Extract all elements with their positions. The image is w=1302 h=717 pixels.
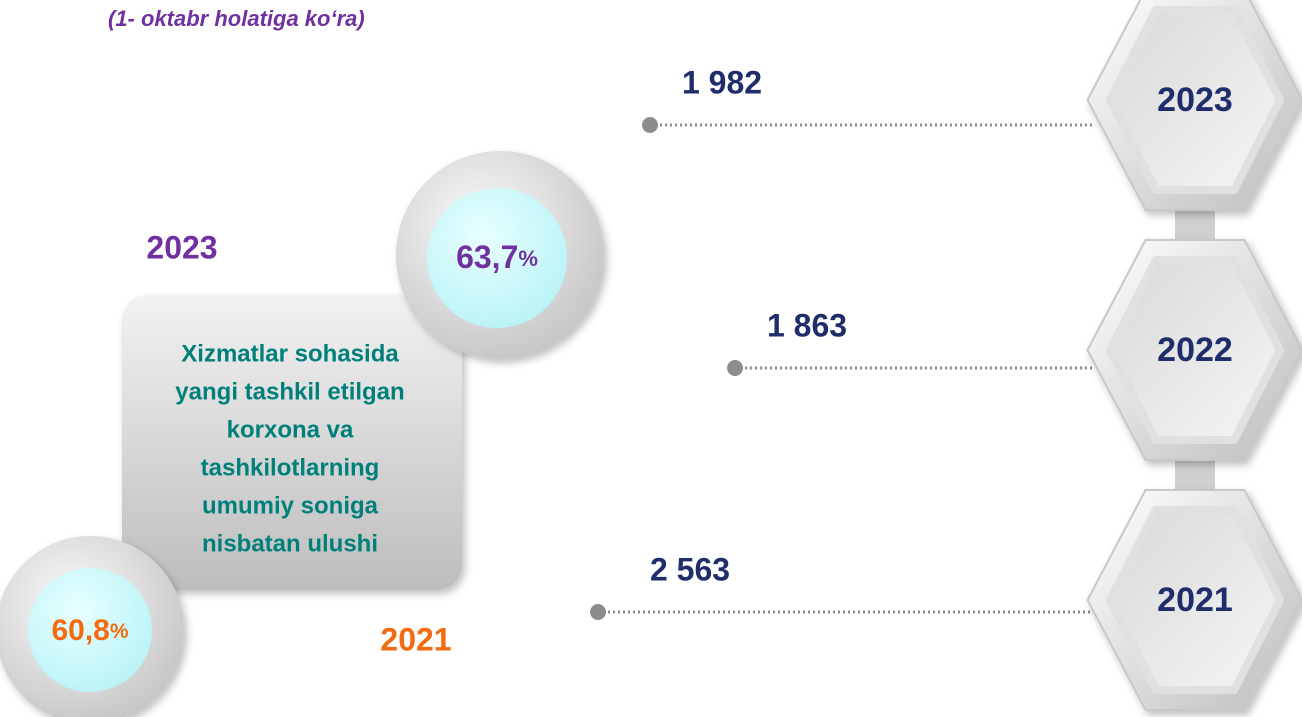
description: Xizmatlar sohasida yangi tashkil etilgan… xyxy=(175,340,404,557)
unit: % xyxy=(110,620,129,643)
unit: % xyxy=(518,246,538,271)
description-line: Xizmatlar sohasida xyxy=(181,340,399,367)
description-line: yangi tashkil etilgan xyxy=(175,378,404,405)
value: 63,7 xyxy=(456,239,518,275)
share-year: 2021 xyxy=(380,621,451,657)
timeline-value: 1 982 xyxy=(682,64,762,100)
description-line: korxona va xyxy=(227,416,354,443)
dot xyxy=(642,117,658,133)
dot xyxy=(590,604,606,620)
share-value: 63,7% xyxy=(456,239,538,275)
timeline-value: 2 563 xyxy=(650,551,730,587)
timeline-year: 2023 xyxy=(1157,81,1233,119)
description-line: tashkilotlarning xyxy=(201,454,380,481)
hexagon-inner xyxy=(1106,6,1284,194)
timeline-year: 2022 xyxy=(1157,331,1233,369)
description-line: umumiy soniga xyxy=(202,492,379,519)
timeline: 1 982 2023 1 863 2022 2 563 2021 xyxy=(590,0,1302,711)
hexagon-inner xyxy=(1106,256,1284,444)
description-line: nisbatan ulushi xyxy=(202,530,378,557)
timeline-value: 1 863 xyxy=(767,307,847,343)
value: 60,8 xyxy=(51,614,109,647)
description-panel xyxy=(122,295,462,590)
hexagon-inner xyxy=(1106,506,1284,694)
subtitle: (1- oktabr holatiga ko‘ra) xyxy=(108,6,365,31)
dot xyxy=(727,360,743,376)
value-circle xyxy=(427,188,567,328)
share-year: 2023 xyxy=(146,229,217,265)
timeline-year: 2021 xyxy=(1157,581,1233,619)
share-value: 60,8% xyxy=(51,614,128,647)
value-circle xyxy=(28,568,152,692)
